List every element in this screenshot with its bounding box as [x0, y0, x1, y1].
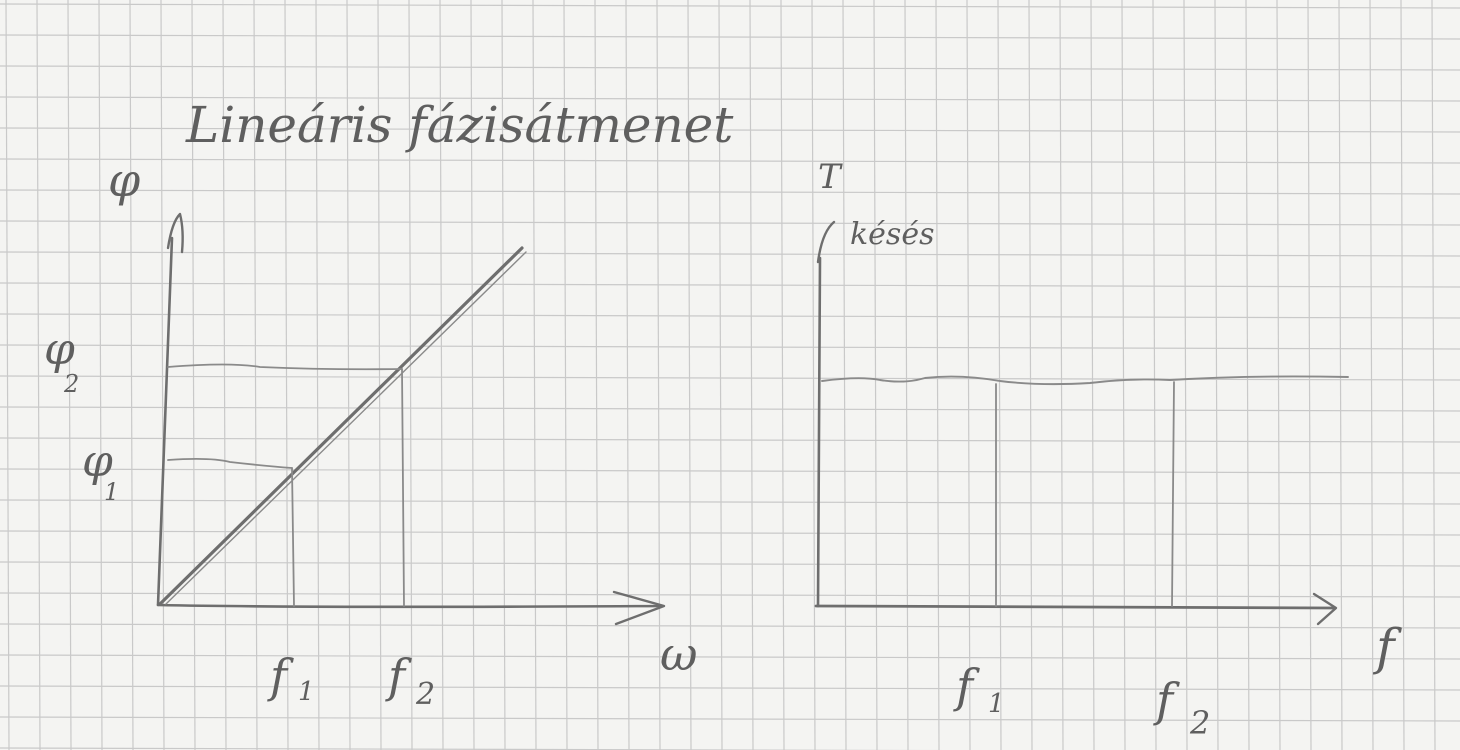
y-tick-phi2-main: φ: [44, 324, 75, 375]
grid-line-horizontal: [0, 96, 1460, 102]
grid-line-vertical: [1028, 0, 1033, 750]
grid-line-horizontal: [0, 468, 1460, 474]
grid-line-vertical: [1059, 0, 1064, 750]
grid-line-horizontal: [0, 34, 1460, 40]
left-y-axis: [156, 236, 174, 607]
right-x-tick-f1-main: f: [953, 659, 980, 713]
right-plot: T késés f 1 f 2 f: [814, 157, 1402, 742]
constant-delay-line: [821, 375, 1349, 386]
grid-line-vertical: [966, 0, 971, 750]
grid-line-vertical: [1121, 0, 1126, 750]
grid-line-vertical: [1183, 0, 1188, 750]
grid-line-vertical: [749, 0, 754, 750]
grid-line-vertical: [718, 0, 723, 750]
grid-line-horizontal: [0, 561, 1460, 567]
grid-line-vertical: [625, 0, 630, 750]
grid-line-vertical: [1369, 0, 1374, 750]
grid-line-vertical: [935, 0, 940, 750]
grid-line-vertical: [1152, 0, 1157, 750]
x-tick-f1-sub: 1: [298, 677, 315, 707]
right-y-axis: [816, 256, 822, 608]
grid-line-vertical: [1431, 0, 1436, 750]
grid-line-horizontal: [0, 65, 1460, 71]
grid-line-vertical: [1090, 0, 1095, 750]
left-plot: φ φ 2 φ 1 f 1 f 2 ω: [44, 153, 698, 712]
left-y-axis-arrowhead: [166, 212, 184, 254]
right-y-axis-label-sub: késés: [850, 217, 934, 252]
grid-line-horizontal: [0, 747, 950, 750]
grid-line-vertical: [1400, 0, 1405, 750]
grid-line-vertical: [1307, 0, 1312, 750]
right-x-axis-arrowhead: [1312, 592, 1338, 626]
linear-phase-line: [158, 246, 524, 606]
right-y-axis-arrowhead: [816, 220, 836, 264]
y-tick-phi1-main: φ: [82, 436, 113, 487]
right-y-axis-label: T: [818, 157, 843, 197]
guide-phi1-horizontal: [167, 457, 293, 469]
grid-line-vertical: [1276, 0, 1281, 750]
grid-line-vertical: [1214, 0, 1219, 750]
guide-right-f2-vertical: [1171, 381, 1175, 607]
grid-line-horizontal: [0, 313, 1460, 319]
linear-phase-line-shadow: [165, 251, 527, 605]
left-x-axis: [156, 603, 662, 609]
grid-line-horizontal: [0, 530, 1460, 536]
left-x-axis-label: ω: [660, 627, 698, 681]
grid-line-vertical: [656, 0, 661, 750]
grid-line-vertical: [1338, 0, 1343, 750]
x-tick-f2-main: f: [385, 649, 412, 703]
y-tick-phi1-sub: 1: [104, 478, 119, 506]
y-tick-phi2-sub: 2: [63, 370, 79, 398]
grid-line-horizontal: [0, 251, 1460, 257]
grid-line-vertical: [687, 0, 692, 750]
grid-line-vertical: [873, 0, 878, 750]
grid-line-horizontal: [0, 189, 1460, 195]
grid-line-horizontal: [0, 592, 1460, 598]
grid-line-vertical: [1245, 0, 1250, 750]
grid-line-vertical: [67, 0, 72, 750]
left-y-axis-label: φ: [108, 153, 141, 207]
sketch-title: Lineáris fázisátmenet: [185, 96, 734, 154]
grid-line-horizontal: [0, 282, 1460, 288]
grid-line-horizontal: [0, 623, 1460, 629]
grid-line-horizontal: [0, 127, 1460, 133]
grid-line-horizontal: [0, 654, 1460, 660]
right-x-tick-f2-sub: 2: [1189, 704, 1210, 742]
grid-line-horizontal: [0, 375, 1460, 381]
grid-line-horizontal: [0, 437, 1460, 443]
grid-line-horizontal: [0, 716, 1460, 722]
grid-line-vertical: [36, 0, 41, 750]
right-x-tick-f2-main: f: [1153, 673, 1180, 727]
grid-line-horizontal: [0, 406, 1460, 412]
right-x-axis-label: f: [1372, 618, 1402, 676]
grid-line-vertical: [594, 0, 599, 750]
grid-line-vertical: [5, 0, 10, 750]
guide-f2-vertical: [401, 368, 405, 607]
x-tick-f2-sub: 2: [415, 677, 435, 712]
grid-line-horizontal: [0, 685, 1460, 691]
right-x-axis: [814, 604, 1336, 610]
x-tick-f1-main: f: [267, 649, 294, 703]
right-x-tick-f1-sub: 1: [988, 689, 1005, 719]
grid-line-vertical: [98, 0, 103, 750]
left-x-axis-arrowhead: [612, 590, 666, 626]
grid-line-vertical: [780, 0, 785, 750]
guide-f1-vertical: [291, 467, 295, 607]
grid-line-vertical: [811, 0, 816, 750]
grid-line-vertical: [904, 0, 909, 750]
grid-line-vertical: [997, 0, 1002, 750]
grid-line-horizontal: [0, 158, 1460, 164]
grid-line-vertical: [129, 0, 134, 750]
grid-line-horizontal: [0, 220, 1460, 226]
grid-line-horizontal: [0, 344, 1460, 350]
grid-line-horizontal: [0, 3, 1460, 9]
guide-phi2-horizontal: [167, 363, 403, 371]
grid-line-vertical: [842, 0, 847, 750]
grid-line-horizontal: [0, 499, 1460, 505]
